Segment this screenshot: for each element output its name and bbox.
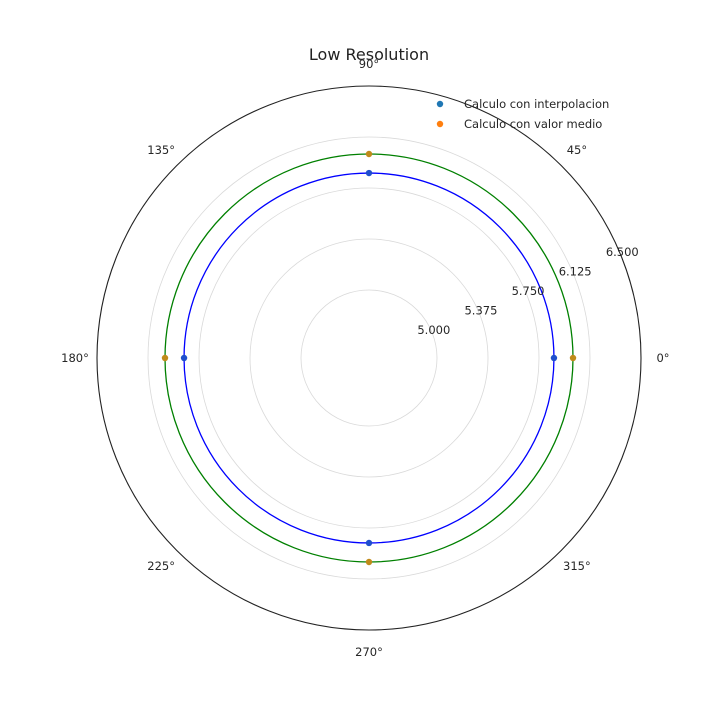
angle-tick-label: 315° [563,559,591,573]
angle-tick-label: 225° [147,559,175,573]
grid-circle [147,136,591,580]
outer-boundary [96,85,642,631]
grid-circle [198,187,540,529]
data-point-series-0 [365,169,373,177]
angle-tick-label: 90° [359,57,379,71]
grid-circle [249,238,489,478]
radius-tick-label: 5.000 [417,323,450,337]
grid-circle [300,289,438,427]
angle-tick-label: 180° [61,351,89,365]
data-point-series-0 [365,539,373,547]
radius-tick-labels: 5.000 5.375 5.750 6.125 6.500 [417,245,638,337]
legend-marker-interpolacion [436,100,444,108]
data-point-series-1 [161,354,169,362]
data-point-series-0 [550,354,558,362]
legend-label-valor-medio: Calculo con valor medio [464,117,602,131]
angle-tick-label: 135° [147,143,175,157]
reference-circle [183,172,555,544]
reference-circles [164,153,574,563]
legend-label-interpolacion: Calculo con interpolacion [464,97,609,111]
reference-circle [164,153,574,563]
legend-marker-valor-medio [436,120,444,128]
data-point-series-1 [365,150,373,158]
radius-tick-label: 5.375 [464,303,497,317]
data-point-series-1 [365,558,373,566]
radial-grid [96,85,642,631]
angle-tick-label: 0° [656,351,669,365]
radius-tick-label: 6.500 [606,245,639,259]
angle-tick-labels: 0° 45° 90° 135° 180° 225° 270° 315° [61,57,669,659]
legend: Calculo con interpolacion Calculo con va… [436,97,609,131]
radius-tick-label: 5.750 [512,284,545,298]
data-points [161,150,577,566]
chart-title: Low Resolution [309,45,429,64]
data-point-series-0 [180,354,188,362]
radius-tick-label: 6.125 [559,264,592,278]
angle-tick-label: 45° [567,143,587,157]
data-point-series-1 [569,354,577,362]
angle-tick-label: 270° [355,645,383,659]
